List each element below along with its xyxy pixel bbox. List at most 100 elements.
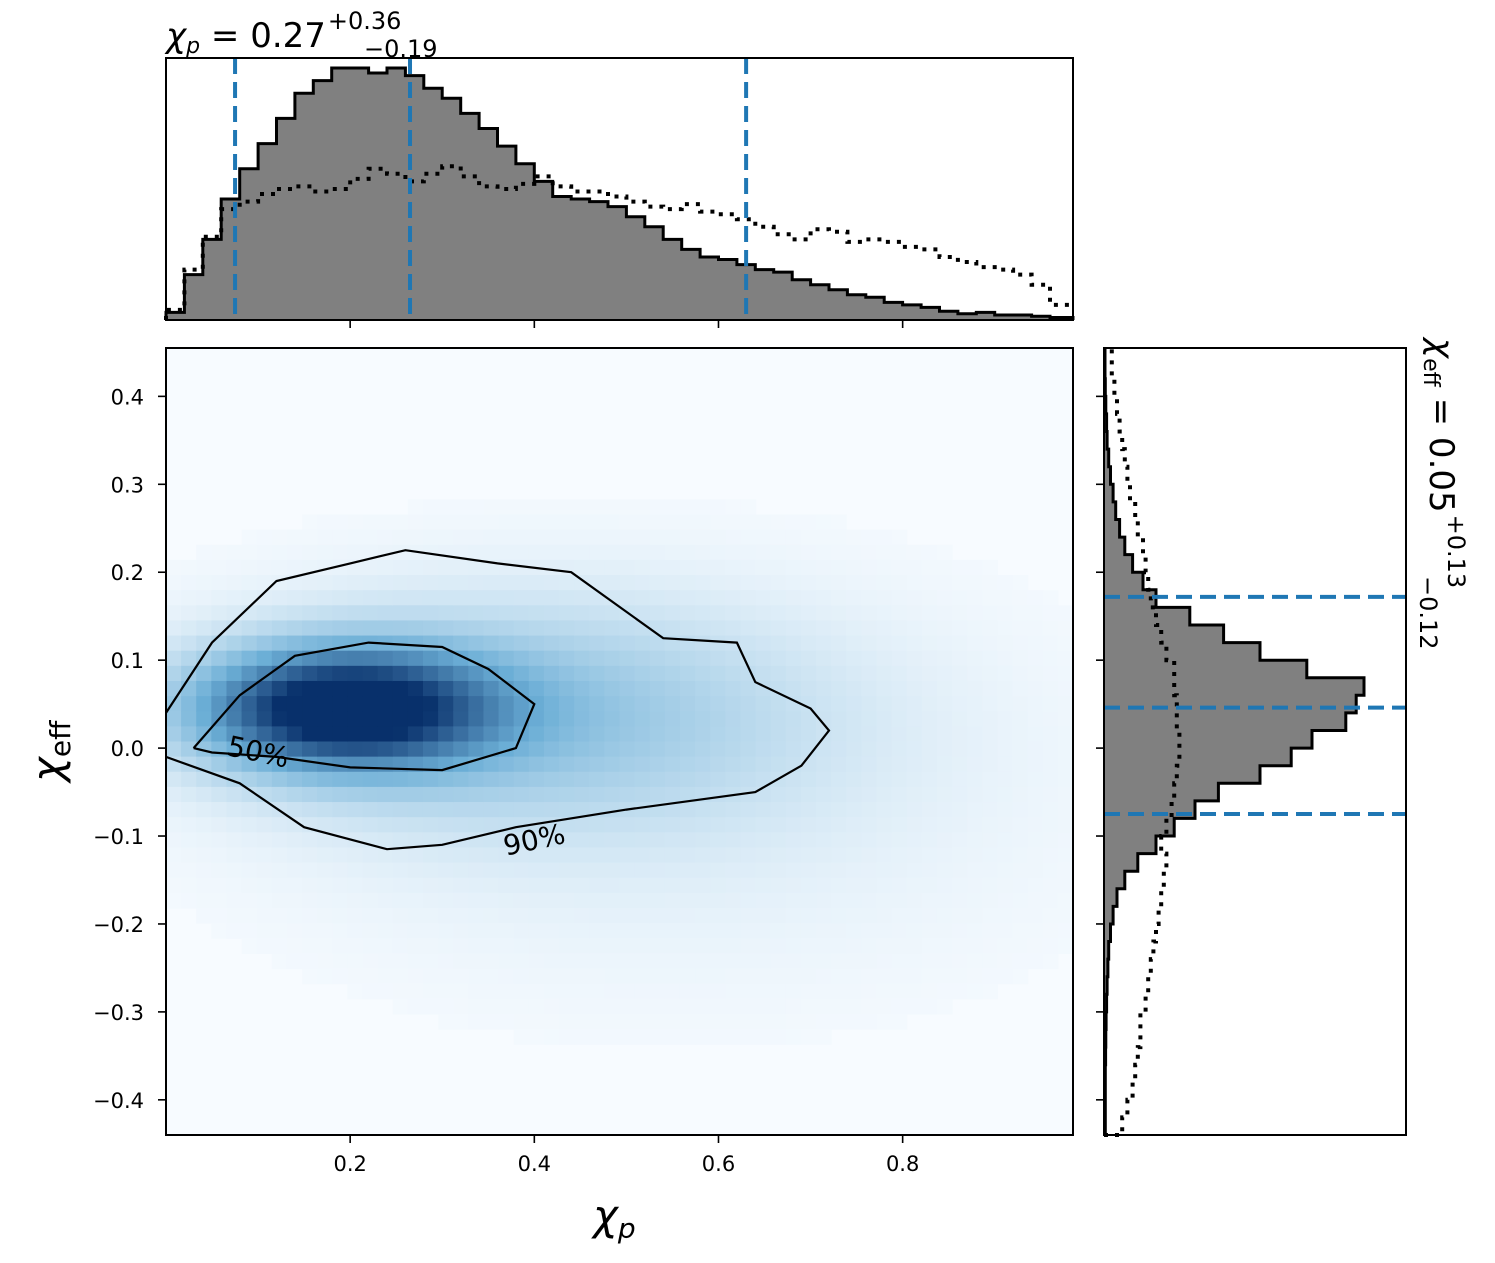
heatmap-cell [181,620,197,637]
heatmap-cell [695,862,711,879]
top-hist-bar [239,168,259,320]
heatmap-cell [377,665,394,682]
heatmap-cell [438,514,454,531]
heatmap-cell [785,665,802,682]
heatmap-cell [468,529,485,546]
heatmap-cell [332,620,348,637]
heatmap-cell [604,696,621,712]
heatmap-cell [377,953,394,970]
heatmap-cell [589,938,605,954]
heatmap-cell [846,696,862,712]
heatmap-cell [438,499,454,516]
heatmap-cell [422,817,439,833]
heatmap-cell [604,575,621,591]
heatmap-cell [528,923,545,939]
heatmap-cell [453,938,469,954]
heatmap-cell [256,635,273,652]
heatmap-cell [543,786,560,803]
heatmap-cell [407,529,424,546]
heatmap-cell [468,968,485,985]
heatmap-cell [634,711,651,727]
heatmap-cell [392,650,409,667]
heatmap-cell [362,620,379,637]
heatmap-cell [816,711,832,727]
heatmap-cell [574,620,590,637]
heatmap-cell [453,726,469,743]
right-hist-bar [1104,484,1114,503]
heatmap-cell [226,802,243,818]
heatmap-cell [921,817,938,833]
heatmap-cell [407,696,424,712]
heatmap-cell [543,968,560,985]
heatmap-cell [513,499,530,516]
heatmap-cell [785,605,802,622]
heatmap-cell [770,665,787,682]
heatmap-cell [286,953,303,970]
heatmap-cell [513,923,530,939]
heatmap-cell [271,953,288,970]
heatmap-cell [906,892,923,909]
heatmap-cell [785,529,802,546]
heatmap-cell [816,680,832,697]
heatmap-cell [876,862,893,879]
heatmap-cell [166,817,182,833]
heatmap-cell [166,635,182,652]
heatmap-cell [982,756,999,773]
heatmap-cell [166,650,182,667]
top-hist-bar [829,289,848,320]
heatmap-cell [634,923,651,939]
heatmap-cell [740,953,757,970]
heatmap-cell [332,802,348,818]
heatmap-cell [271,605,288,622]
heatmap-cell [861,756,878,773]
heatmap-cell [800,741,817,758]
heatmap-cell [952,711,968,727]
heatmap-cell [785,544,802,561]
right-hist-bar [1104,695,1357,714]
heatmap-cell [800,1013,817,1030]
heatmap-cell [483,544,500,561]
heatmap-cell [967,620,983,637]
heatmap-cell [226,862,243,879]
heatmap-cell [649,575,666,591]
heatmap-cell [679,680,696,697]
heatmap-cell [453,575,469,591]
heatmap-cell [725,817,742,833]
heatmap-cell [438,877,454,894]
heatmap-cell [589,907,605,924]
heatmap-cell [498,923,515,939]
heatmap-cell [876,786,893,803]
heatmap-cell [241,817,258,833]
heatmap-cell [846,559,862,576]
heatmap-cell [831,983,847,1000]
heatmap-cell [513,665,530,682]
heatmap-cell [725,680,742,697]
heatmap-cell [604,953,621,970]
heatmap-cell [921,862,938,879]
heatmap-cell [528,968,545,985]
heatmap-cell [332,605,348,622]
heatmap-cell [528,711,545,727]
heatmap-cell [498,892,515,909]
heatmap-cell [332,968,348,985]
heatmap-cell [967,847,983,864]
heatmap-cell [921,544,938,561]
heatmap-cell [241,802,258,818]
top-hist-bar [589,201,609,320]
heatmap-cell [1042,786,1059,803]
heatmap-cell [785,968,802,985]
heatmap-cell [256,696,273,712]
heatmap-cell [619,938,636,954]
heatmap-cell [785,862,802,879]
heatmap-cell [679,1013,696,1030]
heatmap-cell [997,575,1014,591]
heatmap-cell [574,726,590,743]
heatmap-cell [559,499,575,516]
heatmap-cell [226,680,243,697]
heatmap-cell [181,802,197,818]
heatmap-cell [392,786,409,803]
heatmap-cell [332,575,348,591]
heatmap-cell [770,907,787,924]
heatmap-cell [468,741,485,758]
heatmap-cell [695,923,711,939]
